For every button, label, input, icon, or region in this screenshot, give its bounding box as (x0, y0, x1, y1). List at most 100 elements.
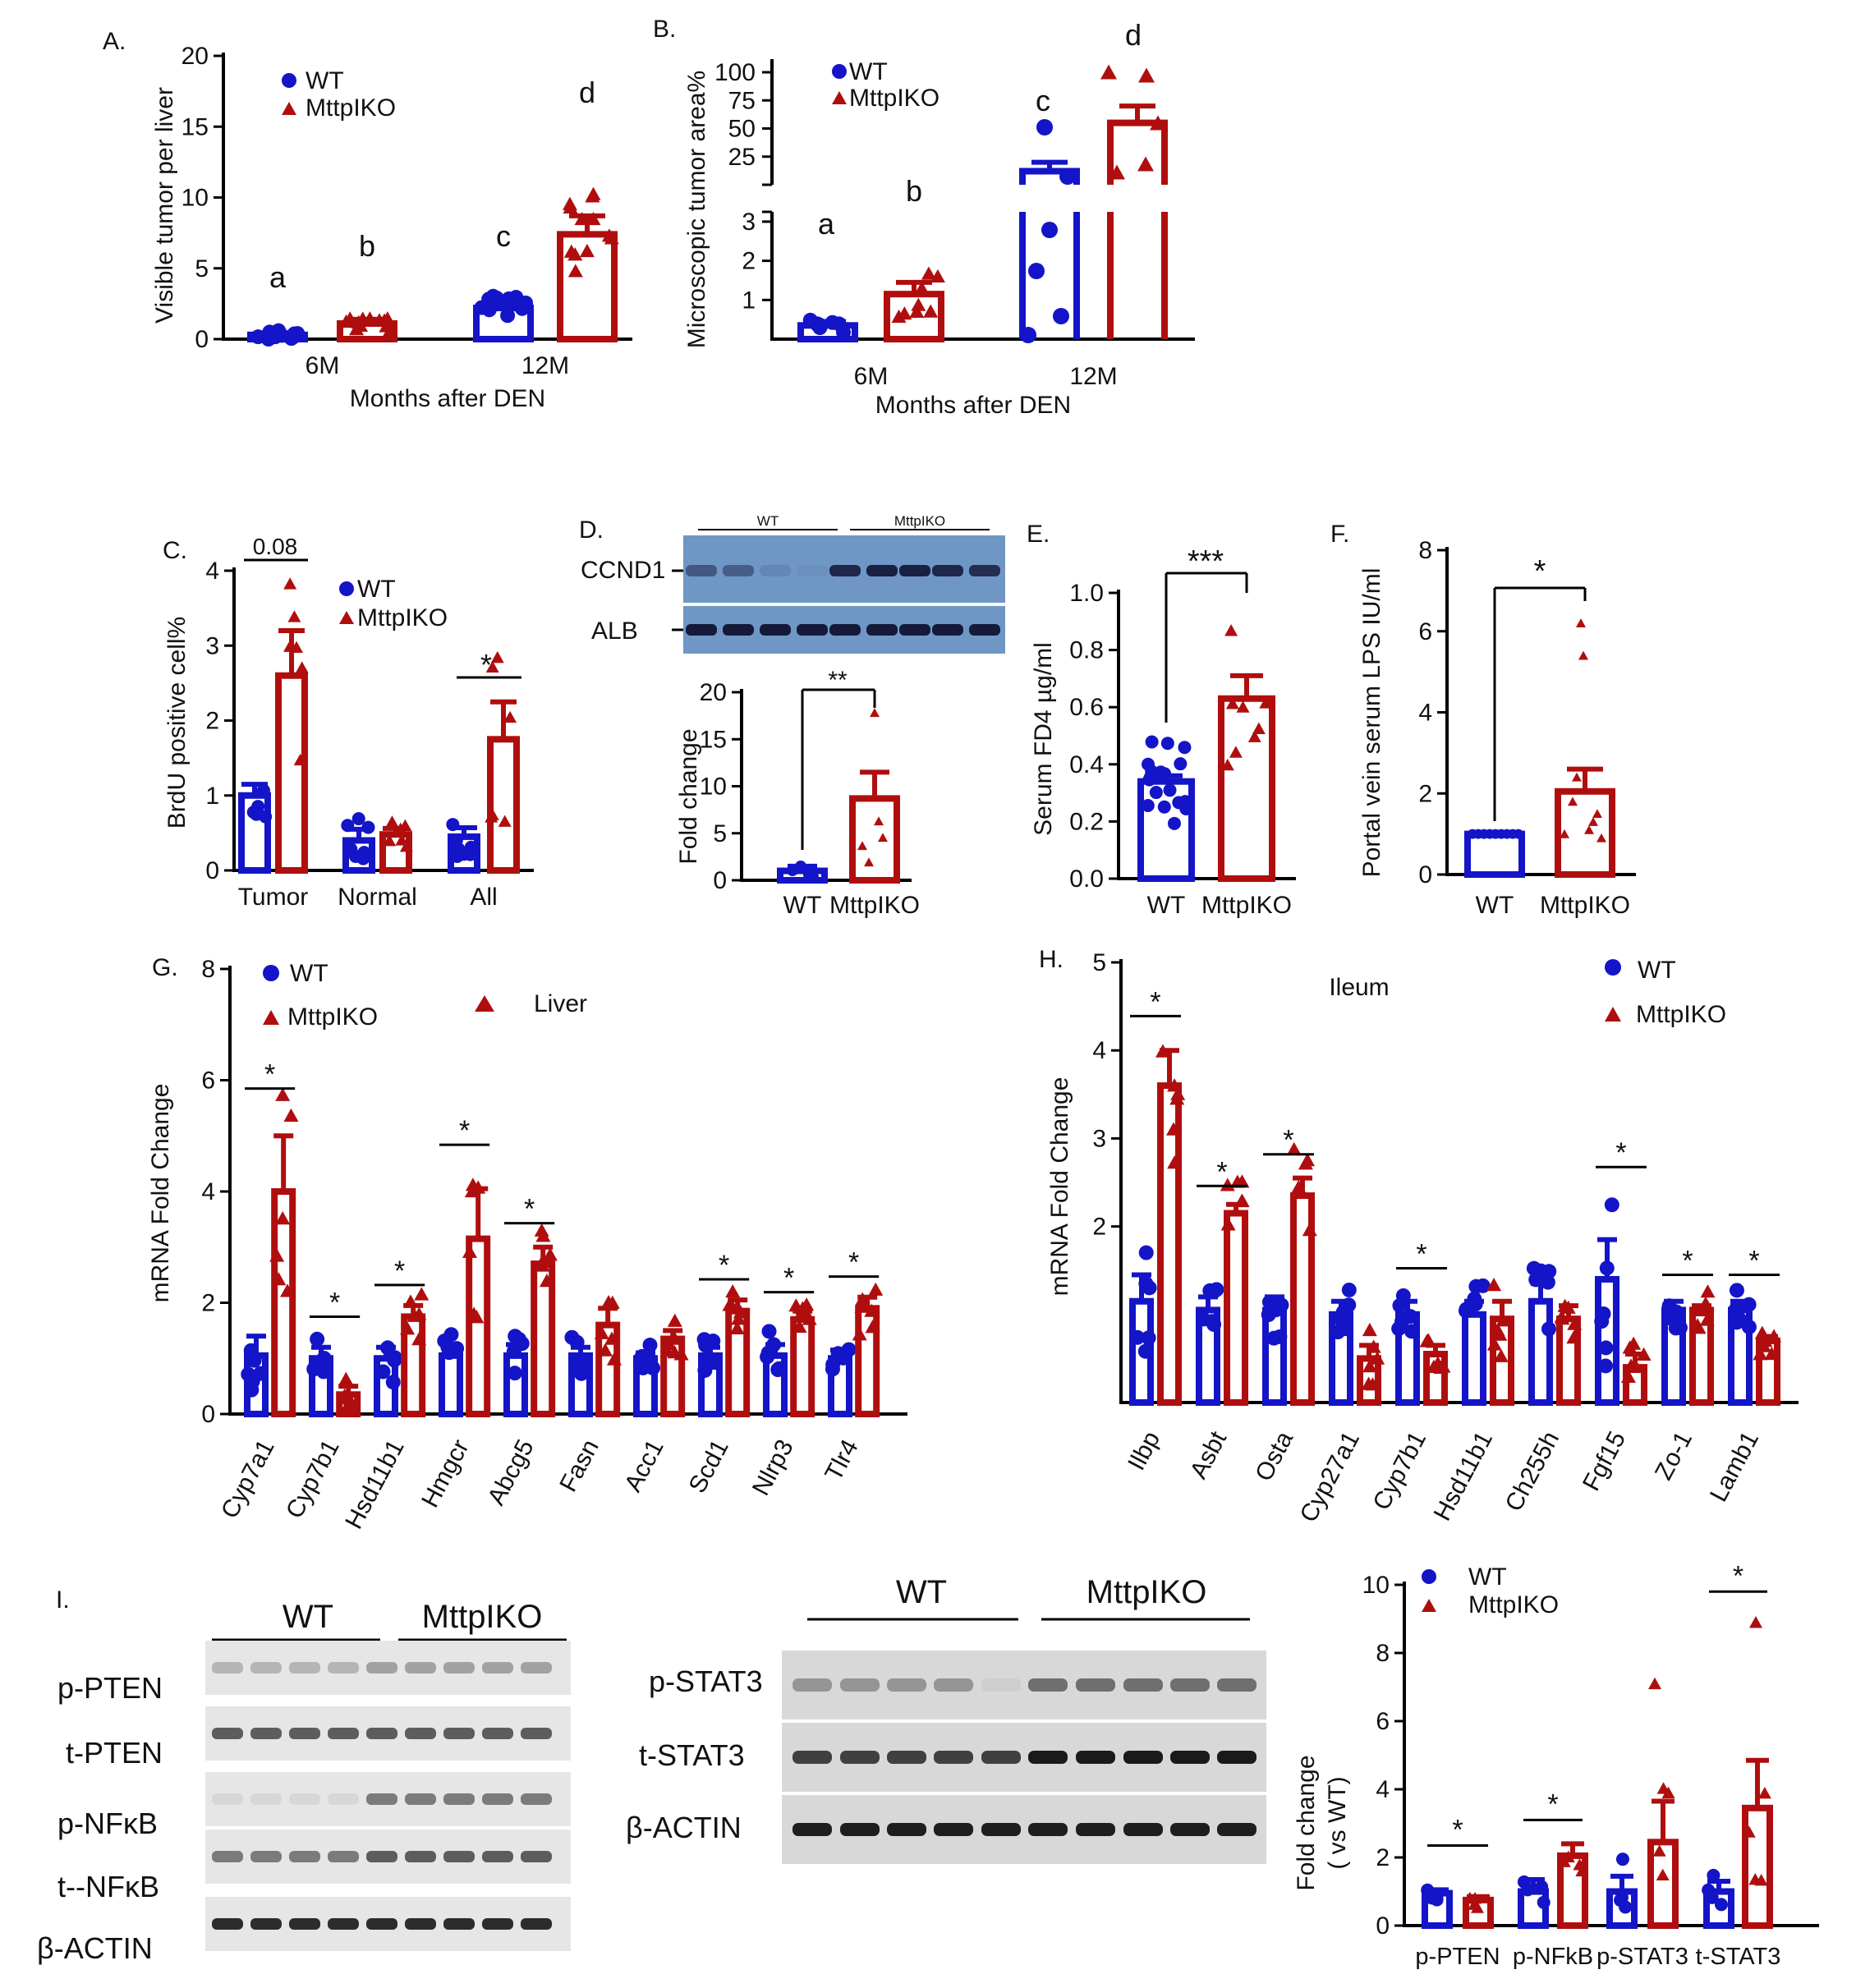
data-point (1252, 722, 1266, 735)
panel-i-letter: I. (56, 1586, 70, 1614)
data-point (356, 852, 370, 865)
y-tick-label: 10 (181, 185, 209, 212)
y-tick-label: 20 (700, 679, 727, 706)
data-point (1302, 1223, 1317, 1237)
legend-ko-marker (1422, 1599, 1436, 1612)
panel-c-ylabel: BrdU positive cell% (163, 617, 191, 829)
data-point (1247, 730, 1261, 742)
data-point (1486, 1337, 1502, 1351)
data-point (705, 1334, 721, 1349)
blot-band-alb (899, 624, 930, 636)
data-point (1572, 772, 1582, 782)
y-tick-label: 15 (181, 113, 209, 140)
data-point (244, 1382, 260, 1398)
x-tick-label: Tlr4 (820, 1435, 863, 1485)
blot-band (366, 1662, 397, 1674)
data-point (802, 1311, 817, 1325)
data-point (857, 841, 867, 851)
blot-band (443, 1918, 475, 1930)
panel-d-letter: D. (579, 517, 604, 544)
legend-wt-label: WT (1638, 957, 1676, 984)
data-point (604, 1331, 620, 1345)
data-point (351, 314, 366, 328)
blot-band (443, 1662, 475, 1674)
x-tick-label: p-STAT3 (1596, 1944, 1688, 1970)
x-tick-label: WT (1147, 892, 1186, 919)
bar-mttpiko (790, 1315, 815, 1417)
data-point (1698, 1296, 1713, 1310)
blot-band (981, 1751, 1021, 1764)
data-point (911, 297, 926, 311)
data-point (463, 847, 477, 861)
data-point (1141, 799, 1155, 813)
y-tick-label: 0.2 (1069, 808, 1104, 835)
blot-band (212, 1793, 243, 1805)
blot-group-wt: WT (896, 1574, 947, 1610)
data-point (1178, 741, 1192, 755)
data-point (837, 1348, 852, 1364)
data-point (1392, 1297, 1408, 1313)
significance-star: * (1150, 986, 1160, 1017)
blot-band-alb (969, 624, 1000, 636)
x-tick-label: Fgf15 (1578, 1427, 1631, 1495)
blot-band (934, 1678, 973, 1692)
data-point (1155, 1044, 1170, 1058)
data-point (514, 301, 530, 316)
data-point (1430, 1356, 1445, 1370)
blot-band (1217, 1823, 1256, 1836)
blot-row-label: t-STAT3 (639, 1738, 745, 1772)
data-point (243, 1343, 259, 1358)
data-point (1656, 1868, 1670, 1881)
data-point (1741, 1320, 1757, 1335)
x-tick-label: 6M (854, 363, 889, 390)
y-tick-label: 0.6 (1069, 694, 1104, 721)
significance-star: * (329, 1287, 340, 1318)
data-point (414, 1287, 430, 1301)
y-tick-label: 5 (1092, 949, 1106, 976)
sig-letter-a: a (818, 207, 835, 241)
data-point (361, 820, 375, 834)
blot-band (366, 1728, 397, 1739)
data-point (1138, 1245, 1154, 1260)
data-point (1493, 1348, 1509, 1362)
blot-band (250, 1662, 282, 1674)
blot-band (1076, 1751, 1115, 1764)
panel-f: F. 0 2 4 6 8 WT MttpIKO Portal vein serum LPS … (1330, 521, 1636, 919)
data-point (338, 314, 354, 328)
blot-band-ccnd1 (899, 565, 930, 576)
data-point (921, 266, 936, 280)
y-tick-label: 5 (713, 820, 727, 847)
data-point (878, 833, 888, 842)
significance-star: * (459, 1115, 470, 1146)
data-point (1753, 1347, 1768, 1361)
data-point (446, 818, 460, 832)
data-point (1220, 758, 1234, 771)
bar-wt (1462, 1311, 1486, 1407)
tissue-label: Ileum (1329, 974, 1389, 1001)
x-tick-label: t-STAT3 (1696, 1944, 1781, 1970)
blot-band (289, 1662, 320, 1674)
blot-band (521, 1918, 552, 1930)
panel-d: D. WT MttpIKO CCND1 ALB 0 5 10 15 20 WT MttpIK… (579, 513, 1005, 919)
legend-wt-marker (263, 965, 279, 981)
x-tick-label: Ilbp (1123, 1427, 1165, 1475)
blot-band (443, 1851, 475, 1862)
data-point (1041, 222, 1058, 238)
significance-star: * (1452, 1814, 1463, 1845)
panel-f-letter: F. (1330, 521, 1349, 548)
data-point (1053, 308, 1069, 324)
y-tick-label: 1 (742, 287, 756, 314)
data-point (573, 1357, 589, 1373)
data-point (1059, 168, 1076, 185)
panel-a-letter: A. (103, 28, 126, 55)
blot-band (840, 1678, 880, 1692)
data-point (594, 1325, 609, 1339)
data-point (724, 1299, 740, 1313)
y-tick-label: 20 (181, 43, 209, 70)
legend-wt-label: WT (849, 58, 888, 85)
x-tick-label: WT (1476, 892, 1514, 919)
x-tick-label: Tumor (238, 884, 309, 911)
data-point (1560, 1300, 1576, 1314)
significance-star: * (1682, 1246, 1693, 1277)
